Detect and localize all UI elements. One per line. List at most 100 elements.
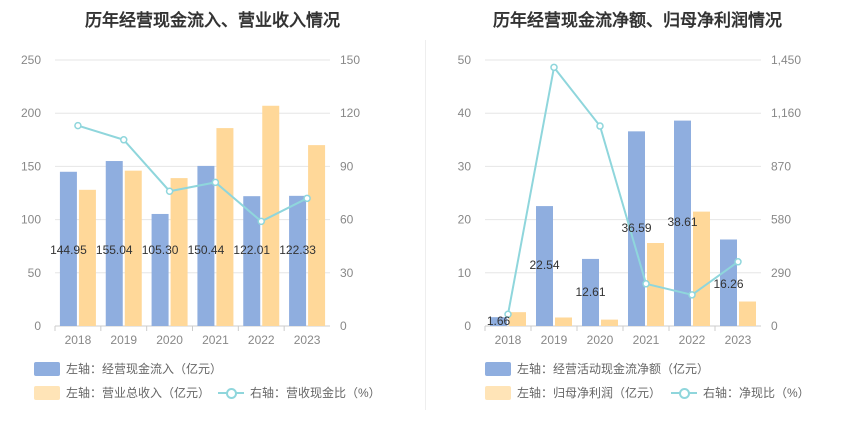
left-axis-tick-label: 10 <box>458 266 472 280</box>
bar-secondary-2 <box>601 319 618 326</box>
ratio-point-0 <box>504 310 512 319</box>
legend-item-net-operating-cash[interactable]: 左轴：经营活动现金流净额（亿元） <box>485 360 709 377</box>
ratio-point-2 <box>596 122 604 130</box>
bar-secondary-0 <box>78 189 96 326</box>
legend-swatch <box>34 361 60 376</box>
ratio-line <box>77 124 308 223</box>
bar-0 <box>59 171 77 326</box>
right-chart-svg: 0 10 20 30 40 50 0 290 580 870 1,160 1,450 2018 2019 2… <box>458 53 802 347</box>
x-axis-tick-label: 2020 <box>156 333 183 347</box>
bar-3 <box>197 165 215 326</box>
right-axis-tick-label: 870 <box>771 159 791 173</box>
data-label: 1.66 <box>487 314 511 328</box>
right-axis-tick-label: 1,450 <box>771 53 801 67</box>
ratio-line <box>507 64 739 315</box>
x-axis-tick-label: 2021 <box>633 333 660 347</box>
bar-1 <box>536 206 553 326</box>
legend-swatch <box>485 385 511 400</box>
left-axis-tick-label: 50 <box>28 266 42 280</box>
data-label: 22.54 <box>529 258 559 272</box>
left-axis-tick-label: 50 <box>458 53 472 67</box>
right-axis-tick-label: 0 <box>340 319 347 333</box>
bar-secondary-5 <box>308 145 326 326</box>
x-axis-tick-label: 2019 <box>541 333 568 347</box>
bar-secondary-3 <box>647 243 664 326</box>
ratio-point-3 <box>211 178 220 187</box>
data-label: 144.95 <box>50 243 87 257</box>
right-axis-tick-label: 90 <box>340 159 354 173</box>
left-axis-tick-label: 20 <box>458 213 472 227</box>
left-axis-tick-label: 30 <box>458 159 472 173</box>
chart-title: 历年经营现金流净额、归母净利润情况 <box>493 11 782 30</box>
data-label: 16.26 <box>713 277 743 291</box>
ratio-point-5 <box>303 194 311 203</box>
right-axis-tick-label: 0 <box>771 319 778 333</box>
ratio-point-0 <box>74 121 82 130</box>
right-axis-tick-label: 30 <box>340 266 354 280</box>
x-axis-tick-label: 2023 <box>725 333 752 347</box>
legend-label: 左轴：归母净利润（亿元） <box>517 386 662 400</box>
x-axis-tick-label: 2018 <box>65 333 92 347</box>
bar-5 <box>289 195 307 326</box>
ratio-point-1 <box>120 136 128 144</box>
legend-item-revenue[interactable]: 左轴：营业总收入（亿元） <box>34 384 210 401</box>
x-axis-tick-label: 2021 <box>202 333 229 347</box>
bar-secondary-0 <box>509 312 526 326</box>
legend-item-net-cash-ratio[interactable]: 右轴：净现比（%） <box>671 384 810 401</box>
left-axis-tick-label: 100 <box>21 213 41 227</box>
left-axis-tick-label: 40 <box>458 106 472 120</box>
bar-3 <box>628 131 645 326</box>
legend-swatch <box>485 361 511 376</box>
ratio-point-3 <box>642 280 650 288</box>
legend-label: 左轴：经营活动现金流净额（亿元） <box>517 362 710 376</box>
x-axis-tick-label: 2019 <box>110 333 137 347</box>
data-label: 36.59 <box>621 221 651 235</box>
bar-secondary-5 <box>739 301 756 326</box>
data-label: 122.01 <box>233 243 270 257</box>
legend-label: 左轴：经营现金流入（亿元） <box>66 362 223 376</box>
legend-line-swatch <box>218 386 244 400</box>
bar-secondary-1 <box>124 170 142 326</box>
data-label: 122.33 <box>279 243 316 257</box>
x-axis-tick-label: 2023 <box>294 333 321 347</box>
data-label: 105.30 <box>142 243 179 257</box>
bar-secondary-1 <box>555 317 572 326</box>
bar-secondary-3 <box>216 128 234 326</box>
legend-item-net-profit[interactable]: 左轴：归母净利润（亿元） <box>485 384 661 401</box>
ratio-point-4 <box>688 291 696 299</box>
data-label: 155.04 <box>96 243 133 257</box>
chart-title: 历年经营现金流入、营业收入情况 <box>85 11 340 30</box>
bar-2 <box>151 213 169 326</box>
x-axis-tick-label: 2018 <box>495 333 522 347</box>
bar-secondary-2 <box>170 178 188 326</box>
bar-1 <box>105 161 123 326</box>
right-axis-tick-label: 1,160 <box>771 106 801 120</box>
x-axis-tick-label: 2022 <box>248 333 275 347</box>
legend-item-revenue-cash-ratio[interactable]: 右轴：营收现金比（%） <box>218 384 381 401</box>
left-axis-tick-label: 200 <box>21 106 41 120</box>
left-axis-tick-label: 0 <box>464 319 471 333</box>
left-axis-tick-label: 150 <box>21 159 41 173</box>
right-axis-tick-label: 60 <box>340 213 354 227</box>
bar-5 <box>720 239 737 326</box>
left-chart-panel: 历年经营现金流入、营业收入情况 0 50 100 150 200 250 0 30 60 90 12… <box>21 11 381 401</box>
ratio-point-5 <box>734 258 742 266</box>
right-axis-tick-label: 150 <box>340 53 360 67</box>
left-axis-tick-label: 250 <box>21 53 41 67</box>
data-label: 150.44 <box>188 243 225 257</box>
legend-label: 右轴：净现比（%） <box>703 386 810 400</box>
legend-swatch <box>34 385 60 400</box>
left-chart-svg: 0 50 100 150 200 250 0 30 60 90 120 150 2018 2019 2020… <box>21 53 360 347</box>
right-chart-panel: 历年经营现金流净额、归母净利润情况 0 10 20 30 40 50 0 290 580 870 1… <box>425 0 850 437</box>
bar-4 <box>674 120 691 326</box>
bar-0 <box>490 317 507 326</box>
data-label: 38.61 <box>667 215 697 229</box>
ratio-point-4 <box>257 217 265 226</box>
legend-item-cash-inflow[interactable]: 左轴：经营现金流入（亿元） <box>34 360 222 377</box>
right-axis-tick-label: 290 <box>771 266 791 280</box>
panel-divider <box>425 40 426 410</box>
data-label: 12.61 <box>575 285 605 299</box>
legend-label: 右轴：营收现金比（%） <box>250 386 381 400</box>
left-axis-tick-label: 0 <box>34 319 41 333</box>
